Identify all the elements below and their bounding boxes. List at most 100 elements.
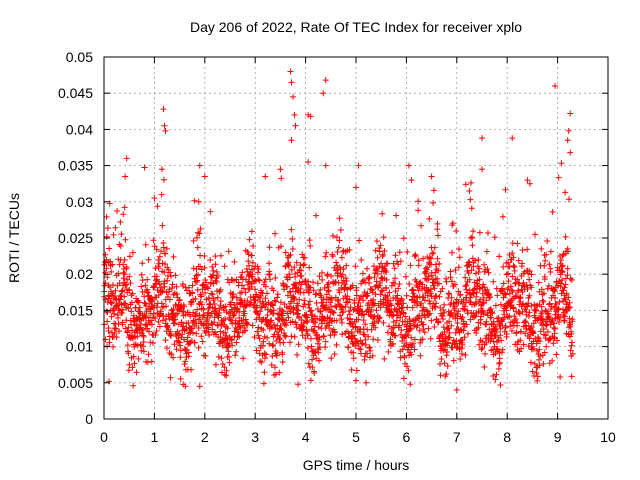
data-point <box>525 300 532 307</box>
data-point <box>557 314 564 321</box>
data-point <box>153 304 160 311</box>
data-point <box>455 325 462 332</box>
data-point <box>224 344 231 351</box>
data-point <box>472 300 479 307</box>
data-point <box>398 327 405 334</box>
data-point <box>144 276 151 283</box>
data-point <box>347 285 354 292</box>
data-point <box>526 309 533 316</box>
data-point <box>532 231 539 238</box>
data-point <box>348 366 355 373</box>
data-point <box>396 322 403 329</box>
data-point <box>179 331 186 338</box>
data-point <box>483 339 490 346</box>
data-point <box>108 313 115 320</box>
data-point <box>558 290 565 297</box>
data-point <box>272 298 279 305</box>
data-point <box>535 334 542 341</box>
data-point <box>540 298 547 305</box>
data-point <box>468 267 475 274</box>
data-point <box>337 312 344 319</box>
data-point <box>311 348 318 355</box>
data-point <box>163 345 170 352</box>
data-point <box>142 241 149 248</box>
data-point <box>191 197 198 204</box>
data-point <box>565 294 572 301</box>
data-point <box>193 320 200 327</box>
data-point <box>473 330 480 337</box>
data-point <box>370 296 377 303</box>
data-point <box>435 232 442 239</box>
data-point <box>531 360 538 367</box>
data-point <box>476 341 483 348</box>
data-point <box>452 312 459 319</box>
data-point <box>176 296 183 303</box>
data-point <box>166 286 173 293</box>
data-point <box>564 248 571 255</box>
data-point <box>336 215 343 222</box>
data-point <box>233 294 240 301</box>
data-point <box>228 336 235 343</box>
data-point <box>477 320 484 327</box>
data-point <box>395 301 402 308</box>
data-point <box>152 331 159 338</box>
data-point <box>119 306 126 313</box>
data-point <box>122 300 129 307</box>
data-point <box>267 276 274 283</box>
data-point <box>366 344 373 351</box>
data-point <box>559 268 566 275</box>
data-point <box>271 364 278 371</box>
data-point <box>155 292 162 299</box>
data-point <box>199 338 206 345</box>
data-point <box>155 257 162 264</box>
data-point <box>320 332 327 339</box>
data-point <box>234 305 241 312</box>
data-point <box>201 173 208 180</box>
data-point <box>369 352 376 359</box>
data-point <box>483 321 490 328</box>
data-point <box>381 247 388 254</box>
data-point <box>306 298 313 305</box>
data-point <box>513 329 520 336</box>
data-point <box>360 331 367 338</box>
data-point <box>546 261 553 268</box>
data-point <box>306 237 313 244</box>
data-point <box>214 321 221 328</box>
data-point <box>244 297 251 304</box>
data-point <box>179 281 186 288</box>
data-point <box>123 281 130 288</box>
data-point <box>157 284 164 291</box>
data-point <box>143 321 150 328</box>
data-point <box>227 299 234 306</box>
data-point <box>150 339 157 346</box>
data-point <box>364 290 371 297</box>
data-point <box>490 373 497 380</box>
data-point <box>324 306 331 313</box>
data-point <box>166 315 173 322</box>
data-point <box>493 371 500 378</box>
data-point <box>201 252 208 259</box>
data-point <box>274 350 281 357</box>
data-point <box>399 346 406 353</box>
data-point <box>397 258 404 265</box>
data-point <box>253 316 260 323</box>
data-point <box>567 110 574 117</box>
data-point <box>338 316 345 323</box>
data-point <box>335 244 342 251</box>
data-point <box>412 317 419 324</box>
data-point <box>462 181 469 188</box>
data-point <box>321 285 328 292</box>
data-point <box>264 312 271 319</box>
data-point <box>232 352 239 359</box>
data-point <box>158 191 165 198</box>
data-point <box>390 260 397 267</box>
data-point <box>329 253 336 260</box>
data-point <box>453 228 460 235</box>
data-point <box>305 111 312 118</box>
data-point <box>106 245 113 252</box>
data-point <box>361 332 368 339</box>
data-point <box>269 302 276 309</box>
data-point <box>539 291 546 298</box>
data-point <box>262 295 269 302</box>
data-point <box>496 322 503 329</box>
